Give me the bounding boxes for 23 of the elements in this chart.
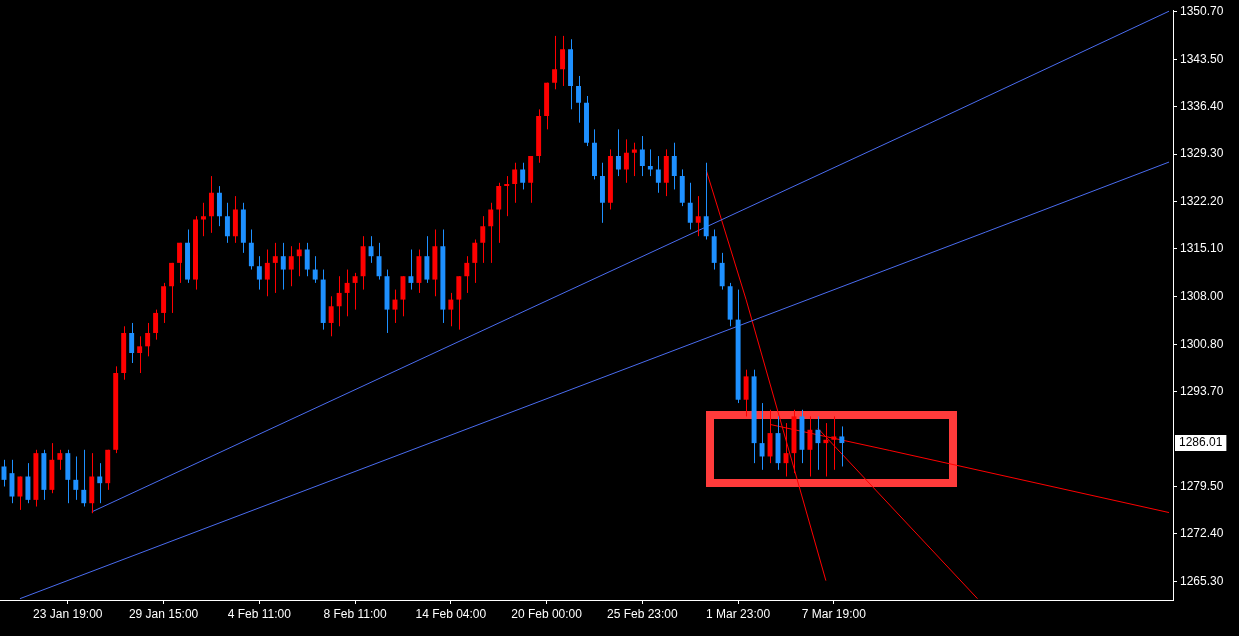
y-tick-label: 1279.50 [1180,478,1224,493]
y-tick-label: 1322.20 [1180,193,1224,208]
y-tick-label: 1300.80 [1180,336,1224,351]
y-tick-label: 1272.40 [1180,526,1224,541]
x-tick-label: 14 Feb 04:00 [415,606,487,621]
y-tick-label: 1308.00 [1180,288,1224,303]
x-tick-label: 25 Feb 23:00 [606,606,679,621]
y-tick-label: 1336.40 [1180,98,1224,113]
y-tick-label: 1315.10 [1180,241,1224,256]
candlestick [631,142,637,177]
x-tick-label: 29 Jan 15:00 [128,606,199,621]
y-tick-label: 1293.70 [1180,384,1224,399]
x-tick-label: 1 Mar 23:00 [706,606,771,621]
x-tick-label: 4 Feb 11:00 [227,606,292,621]
text: 1286.01 [1179,435,1223,450]
y-tick-label: 1265.30 [1180,573,1224,588]
x-tick-label: 8 Feb 11:00 [323,606,387,621]
y-tick-label: 1350.70 [1180,3,1224,18]
y-tick-label: 1329.30 [1180,146,1224,161]
x-tick-label: 23 Jan 19:00 [33,606,103,621]
x-tick-label: 7 Mar 19:00 [801,606,867,621]
y-tick-label: 1343.50 [1180,51,1224,66]
x-tick-label: 20 Feb 00:00 [511,606,583,621]
